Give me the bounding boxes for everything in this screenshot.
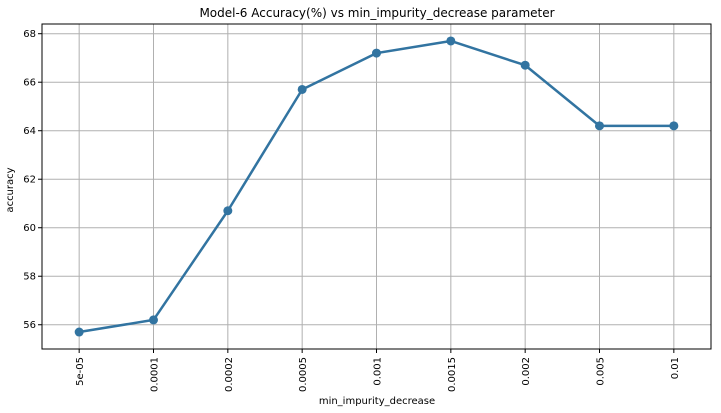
data-point (149, 315, 158, 325)
y-tick-label: 62 (23, 175, 36, 186)
y-axis-label: accuracy (5, 167, 16, 212)
gridlines (42, 24, 711, 349)
data-point (520, 60, 530, 70)
x-tick-label: 0.0001 (150, 357, 161, 392)
data-point (595, 121, 604, 131)
x-tick-label: 0.0002 (224, 357, 235, 392)
x-tick-label: 0.005 (596, 357, 607, 386)
x-tick-label: 0.0015 (447, 357, 458, 392)
x-axis-label: min_impurity_decrease (319, 396, 435, 407)
x-tick-label: 5e-05 (75, 357, 86, 386)
x-tick-label: 0.0005 (298, 357, 309, 392)
data-point (297, 84, 307, 94)
x-tick-label: 0.002 (521, 357, 532, 386)
series-group (74, 36, 679, 337)
y-tick-label: 58 (23, 272, 36, 283)
chart-title: Model-6 Accuracy(%) vs min_impurity_decr… (199, 6, 554, 20)
data-point (669, 121, 679, 131)
x-axis-ticks: 5e-05 0.0001 0.0002 0.0005 0.001 0.0015 0.002 0… (75, 349, 681, 392)
x-tick-label: 0.01 (670, 357, 681, 379)
x-tick-label: 0.001 (373, 357, 384, 386)
data-point (372, 48, 381, 58)
y-axis-ticks: 56 58 60 62 64 66 68 (23, 29, 42, 331)
data-point (74, 327, 84, 337)
y-tick-label: 60 (23, 223, 36, 234)
y-tick-label: 64 (23, 126, 36, 137)
data-point (446, 36, 456, 46)
y-tick-label: 68 (23, 29, 36, 40)
y-tick-label: 56 (23, 320, 36, 331)
y-tick-label: 66 (23, 78, 36, 89)
plot-frame (41, 23, 712, 350)
data-point (223, 206, 233, 216)
